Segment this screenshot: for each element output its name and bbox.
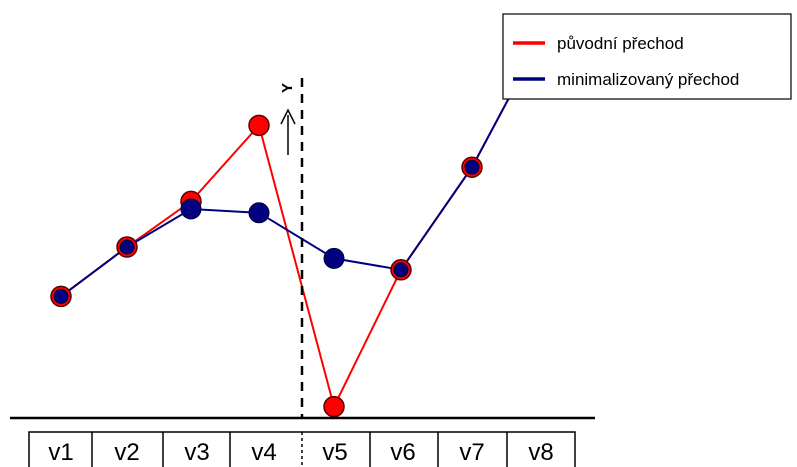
legend-label-minimized: minimalizovaný přechod <box>557 70 739 89</box>
legend: původní přechod minimalizovaný přechod <box>502 13 792 100</box>
cell-label: v8 <box>528 439 553 466</box>
series-lines <box>60 37 542 410</box>
point-minimized <box>464 159 480 175</box>
cell-label: v6 <box>390 439 415 466</box>
point-original <box>248 114 270 137</box>
legend-frame <box>502 13 792 100</box>
cell-label: v4 <box>251 439 276 466</box>
point-minimized <box>248 202 270 224</box>
series-line-minimized <box>60 37 542 298</box>
legend-label-original: původní přechod <box>557 34 684 53</box>
cell-label: v1 <box>48 439 73 466</box>
cell-label: v7 <box>459 439 484 466</box>
cell-label: v3 <box>184 439 209 466</box>
point-minimized <box>323 247 345 269</box>
cell-strip: v1 v2 v3 v4 v5 v6 v7 v8 <box>28 431 576 467</box>
cell-strip-frame <box>28 431 576 467</box>
divider-arrow-head <box>280 108 296 125</box>
point-original <box>323 395 345 418</box>
cell-label: v5 <box>322 439 347 466</box>
point-minimized <box>180 198 202 220</box>
point-minimized <box>119 239 135 255</box>
point-minimized <box>53 288 69 304</box>
point-minimized <box>393 262 409 278</box>
divider-label: Y <box>279 83 296 93</box>
cell-label: v2 <box>114 439 139 466</box>
